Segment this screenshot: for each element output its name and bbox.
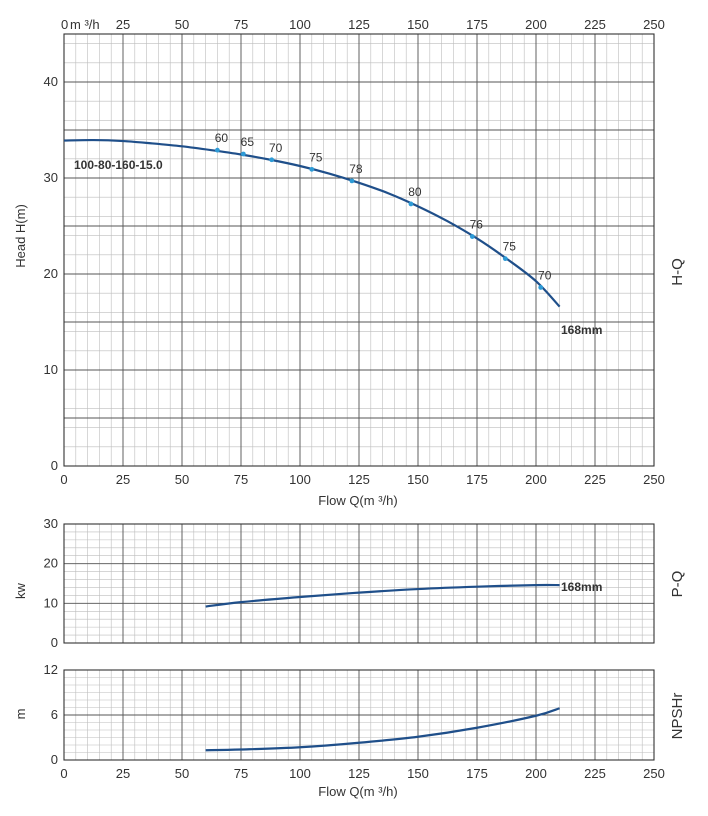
x-tick-label: 50	[175, 472, 189, 487]
hq-ylabel: Head H(m)	[13, 204, 28, 268]
h-q-curve	[63, 138, 561, 308]
npsh-panel: 0 6 12 0 25 50 75 100 125 150 175 200 225 250	[44, 662, 665, 781]
x-tick-label: 200	[525, 472, 547, 487]
x-tick-label: 150	[407, 472, 429, 487]
x-tick-label: 50	[175, 766, 189, 781]
hq-panel: 0 10 20 30 40 0 25 50 75 100 125 150 175 200 225 250 0 25…	[44, 17, 665, 487]
hq-side-label: H-Q	[669, 258, 686, 286]
efficiency-label: 78	[349, 162, 363, 176]
y-tick-label: 30	[44, 170, 58, 185]
x-tick-label: 225	[584, 766, 606, 781]
top-x-tick-label: 250	[643, 17, 665, 32]
plot-frame	[63, 523, 655, 644]
efficiency-point	[408, 201, 414, 207]
efficiency-point	[469, 234, 475, 239]
pq-ylabel: kw	[13, 582, 28, 599]
y-tick-label: 0	[51, 752, 58, 767]
efficiency-point	[240, 151, 246, 157]
y-tick-label: 6	[51, 707, 58, 722]
top-x-tick-label: 50	[175, 17, 189, 32]
hq-impeller-label: 168mm	[561, 323, 602, 337]
efficiency-label: 76	[470, 218, 484, 232]
x-tick-label: 225	[584, 472, 606, 487]
y-tick-label: 10	[44, 595, 58, 610]
npsh-xlabel: Flow Q(m ³/h)	[318, 784, 397, 799]
x-tick-label: 100	[289, 766, 311, 781]
efficiency-point	[538, 285, 544, 290]
x-tick-label: 175	[466, 472, 488, 487]
x-tick-label: 100	[289, 472, 311, 487]
x-tick-label: 250	[643, 472, 665, 487]
y-tick-label: 20	[44, 556, 58, 571]
x-tick-label: 125	[348, 472, 370, 487]
y-tick-label: 30	[44, 516, 58, 531]
efficiency-point	[309, 166, 315, 172]
y-tick-label: 20	[44, 266, 58, 281]
x-tick-label: 75	[234, 472, 248, 487]
hq-model-label: 100-80-160-15.0	[74, 158, 163, 172]
x-tick-label: 75	[234, 766, 248, 781]
top-x-tick-label: 75	[234, 17, 248, 32]
p-q-curve	[205, 583, 560, 608]
top-x-tick-label: 150	[407, 17, 429, 32]
x-tick-label: 125	[348, 766, 370, 781]
y-tick-label: 12	[44, 662, 58, 677]
x-tick-label: 150	[407, 766, 429, 781]
efficiency-point	[349, 178, 355, 184]
npsh-side-label: NPSHr	[669, 693, 686, 740]
plot-frame	[63, 33, 655, 467]
efficiency-label: 75	[503, 240, 517, 254]
top-x-tick-label: 200	[525, 17, 547, 32]
pq-panel: 0 10 20 30	[44, 516, 655, 650]
top-x-tick-label: 0	[61, 17, 68, 32]
top-x-tick-label: 100	[289, 17, 311, 32]
x-tick-label: 25	[116, 472, 130, 487]
efficiency-label: 60	[215, 131, 229, 145]
efficiency-label: 75	[309, 150, 323, 164]
npshr-curve	[205, 707, 560, 752]
efficiency-label: 70	[538, 268, 552, 282]
efficiency-label: 65	[241, 135, 255, 149]
efficiency-point	[215, 147, 220, 153]
efficiency-point	[269, 157, 275, 163]
efficiency-label: 80	[408, 185, 422, 199]
efficiency-point	[502, 256, 508, 262]
top-x-tick-label: 175	[466, 17, 488, 32]
y-tick-label: 10	[44, 362, 58, 377]
y-tick-label: 0	[51, 458, 58, 473]
top-x-tick-label: 125	[348, 17, 370, 32]
top-x-tick-label: 225	[584, 17, 606, 32]
efficiency-label: 70	[269, 141, 283, 155]
pq-side-label: P-Q	[669, 571, 686, 598]
x-tick-label: 0	[60, 472, 67, 487]
npsh-ylabel: m	[13, 709, 28, 720]
x-tick-label: 175	[466, 766, 488, 781]
x-tick-label: 250	[643, 766, 665, 781]
x-tick-label: 200	[525, 766, 547, 781]
hq-xlabel: Flow Q(m ³/h)	[318, 493, 397, 508]
top-x-tick-label: 25	[116, 17, 130, 32]
x-tick-label: 0	[60, 766, 67, 781]
y-tick-label: 40	[44, 74, 58, 89]
plot-frame	[63, 669, 655, 761]
x-tick-label: 25	[116, 766, 130, 781]
pq-impeller-label: 168mm	[561, 580, 602, 594]
y-tick-label: 0	[51, 635, 58, 650]
top-x-unit: m ³/h	[70, 17, 100, 32]
